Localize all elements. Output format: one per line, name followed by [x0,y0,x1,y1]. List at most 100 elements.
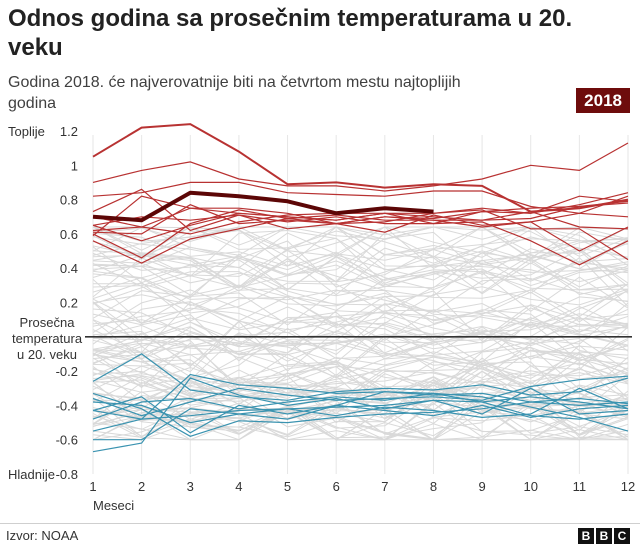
neutral-year-line [92,333,629,381]
chart-title: Odnos godina sa prosečnim temperaturama … [8,5,573,61]
x-axis-ticks: 1 2 3 4 5 6 7 8 9 10 11 12 [89,479,635,494]
x-tick-label: 7 [381,479,388,494]
neutral-year-line [92,254,629,296]
highlight-series-group [92,190,434,223]
neutral-year-line [92,279,629,327]
cold-year-line [92,375,629,417]
highlight-2018-line [92,190,434,223]
neutral-year-line [92,304,629,342]
warm-year-line [92,202,629,242]
neutral-year-line [92,304,629,348]
y-tick-label: -0.8 [56,467,78,482]
warm-year-line [92,188,629,261]
neutral-year-line [92,344,629,389]
cold-year-line [92,373,629,432]
neutral-year-line [92,245,629,292]
y-tick-label: -0.2 [56,364,78,379]
neutral-year-line [92,401,629,441]
neutral-year-line [92,319,629,360]
neutral-year-line [92,285,629,327]
x-tick-label: 8 [430,479,437,494]
neutral-year-line [92,249,629,298]
neutral-year-line [92,257,629,296]
bbc-logo-letter: B [578,528,594,544]
neutral-year-line [92,236,629,288]
neutral-year-line [92,375,629,422]
cold-year-line [93,404,629,441]
y-tick-label: -0.4 [56,398,78,413]
x-tick-label: 1 [89,479,96,494]
cold-year-line [92,392,629,437]
y-tick-label: -0.6 [56,433,78,448]
y-tick-label: 0.6 [60,227,78,242]
neutral-year-line [92,308,629,356]
baseline-label: Prosečna [20,315,76,330]
cold-year-line [92,377,629,453]
y-tick-label: 0.2 [60,296,78,311]
y-tick-label: 1 [71,158,78,173]
neutral-year-line [92,282,629,326]
neutral-year-line [92,298,629,334]
neutral-year-line [92,386,629,436]
neutral-year-line [92,263,629,314]
footer-divider [0,523,640,524]
x-tick-label: 11 [573,479,587,494]
neutral-year-line [92,301,629,350]
neutral-year-line [92,410,628,441]
neutral-year-line [92,226,629,258]
colder-label: Hladnije [8,467,55,482]
baseline-label: u 20. veku [17,347,77,362]
neutral-year-line [92,259,629,306]
neutral-year-line [92,226,629,277]
neutral-year-line [92,226,629,259]
x-tick-label: 10 [523,479,537,494]
y-axis-ticks: -0.8 -0.6 -0.4 -0.2 0.2 0.4 0.6 0.8 1 1.2 [56,124,78,482]
neutral-year-line [92,320,629,373]
neutral-year-line [92,260,629,305]
neutral-year-line [92,269,629,311]
neutral-year-line [92,356,629,402]
warm-year-line [92,181,629,214]
neutral-year-line [92,301,629,345]
neutral-year-line [92,340,629,391]
warm-year-line [92,210,629,264]
y-tick-label: 1.2 [60,124,78,139]
warm-series-group [92,123,629,266]
x-tick-label: 5 [284,479,291,494]
x-tick-label: 12 [621,479,635,494]
x-tick-label: 2 [138,479,145,494]
warmer-label: Toplije [8,124,45,139]
warm-year-line [92,142,629,192]
warm-year-line [92,195,629,228]
cold-series-group [92,353,629,453]
neutral-year-line [92,311,629,363]
x-tick-label: 6 [333,479,340,494]
cold-year-line [92,392,629,432]
neutral-year-line [92,407,629,441]
year-badge: 2018 [576,88,630,113]
neutral-year-line [92,329,629,365]
source-note: Izvor: NOAA [6,528,79,543]
neutral-year-line [92,397,629,441]
cold-year-line [92,387,629,420]
y-tick-label: 0.8 [60,193,78,208]
neutral-year-line [92,326,629,378]
cold-year-line [92,353,629,401]
chart-subtitle: Godina 2018. će najverovatnije biti na č… [8,74,461,112]
warm-year-line [92,200,629,235]
neutral-year-line [92,400,629,441]
neutral-year-line [92,232,629,284]
baseline-label: temperatura [12,331,83,346]
bbc-logo-letter: C [614,528,630,544]
x-tick-label: 9 [478,479,485,494]
neutral-year-line [92,368,629,418]
neutral-year-line [92,365,629,412]
neutral-year-line [92,332,629,378]
neutral-year-line [92,289,629,334]
warm-year-line [92,204,629,252]
x-axis-label: Meseci [93,498,134,513]
neutral-year-line [92,246,629,281]
neutral-year-line [92,405,629,441]
neutral-year-line [92,342,629,384]
